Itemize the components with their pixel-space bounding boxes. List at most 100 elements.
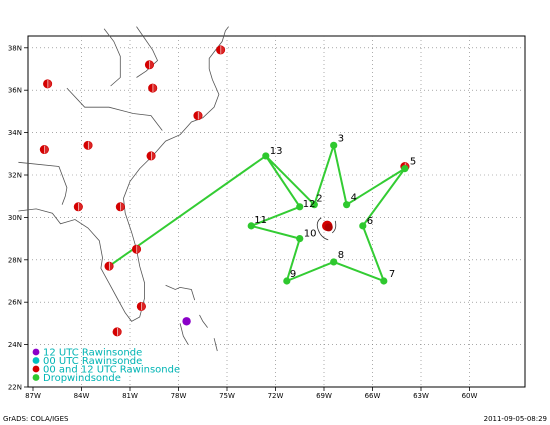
legend-label: 00 UTC Rawinsonde	[43, 356, 142, 367]
coast-line	[179, 323, 189, 345]
drop-number-label: 7	[389, 269, 395, 280]
lon-tick-label: 84W	[74, 392, 90, 400]
coast-line	[136, 26, 158, 78]
coast-line	[199, 314, 208, 328]
rawinsonde-marker-half	[83, 141, 88, 150]
drop-labels: 2 3 4 5 6 7 8 9 10 11 12 13	[254, 133, 416, 280]
lat-tick-label: 32N	[8, 172, 22, 180]
rawinsonde-marker-half	[151, 151, 156, 160]
legend-swatch	[32, 348, 40, 356]
footer-left: GrADS: COLA/IGES	[3, 415, 69, 423]
rawinsonde-marker-half	[141, 302, 146, 311]
lon-tick-label: 63W	[413, 392, 429, 400]
drop-number-label: 13	[270, 146, 283, 157]
lon-tick-label: 69W	[316, 392, 332, 400]
rawinsonde-marker-half	[74, 202, 79, 211]
dropwindsonde-point	[401, 165, 409, 173]
drop-number-label: 11	[254, 215, 267, 226]
rawinsonde-marker-half	[109, 262, 114, 271]
rawinsonde-marker-half	[132, 245, 137, 254]
lat-tick-label: 24N	[8, 341, 22, 349]
lat-tick-label: 34N	[8, 129, 22, 137]
drop-number-label: 2	[316, 194, 322, 205]
dropwindsonde-point	[247, 222, 255, 230]
storm-band	[316, 217, 329, 241]
rawinsonde-marker-half	[216, 45, 221, 55]
dropwindsonde-point	[283, 277, 291, 285]
drop-number-label: 9	[290, 269, 296, 280]
legend-label: Dropwindsonde	[43, 373, 121, 384]
dropwindsonde-point	[330, 258, 338, 266]
dropwindsonde-point	[296, 203, 304, 211]
rawinsonde-marker-half	[88, 141, 93, 150]
lon-tick-label: 87W	[25, 392, 41, 400]
lat-tick-label: 22N	[8, 384, 22, 392]
rawinsonde-sites	[39, 45, 410, 337]
rawinsonde-marker-half	[112, 327, 118, 337]
footer-right: 2011-09-05-08:29	[484, 415, 547, 423]
drop-number-label: 8	[338, 250, 344, 261]
rawinsonde-marker-half	[40, 145, 45, 154]
lon-tick-label: 78W	[171, 392, 187, 400]
lon-tick-label: 60W	[462, 392, 478, 400]
drop-number-label: 12	[303, 199, 316, 210]
lat-tick-label: 26N	[8, 299, 22, 307]
rawinsonde-marker-half	[193, 111, 198, 120]
coast-line	[66, 87, 163, 131]
rawinsonde-marker-half	[150, 60, 154, 69]
rawinsonde-marker-half	[137, 245, 142, 254]
rawinsonde-marker-half	[221, 45, 226, 54]
map-frame	[27, 35, 526, 388]
lat-tick-label: 30N	[8, 214, 22, 222]
lon-tick-label: 66W	[365, 392, 381, 400]
rawinsonde-marker-half	[145, 60, 150, 69]
coast-line	[213, 338, 218, 352]
lat-tick-label: 38N	[8, 44, 22, 52]
rawinsonde-marker-half	[104, 261, 109, 271]
rawinsonde-marker-half	[78, 202, 83, 211]
drop-number-label: 4	[351, 193, 357, 204]
drop-number-label: 5	[410, 157, 416, 168]
dropwindsonde-point	[310, 201, 318, 209]
rawinsonde-marker-half	[117, 327, 122, 336]
rawinsonde-marker-half	[198, 111, 203, 120]
drop-number-label: 6	[367, 216, 373, 227]
dropwindsonde-point	[343, 201, 351, 209]
rawinsonde-12utc-site	[182, 317, 191, 326]
coastline	[18, 26, 229, 352]
coast-line	[18, 161, 68, 205]
grid-lines	[28, 36, 525, 387]
dropwindsonde-point	[296, 235, 304, 243]
storm-band	[331, 220, 337, 234]
drop-number-label: 10	[304, 229, 317, 240]
rawinsonde-marker-half	[116, 202, 121, 211]
legend-swatch	[32, 357, 40, 364]
coast-line	[103, 28, 121, 87]
dropwindsonde-point	[330, 141, 338, 149]
storm-center	[316, 217, 337, 241]
lat-tick-label: 36N	[8, 87, 22, 95]
axis-ticks: 87W 84W 81W 78W 75W 72W 69W 66W 63W 60W 22N 24N 26N 2…	[8, 44, 478, 400]
legend-label: 12 UTC Rawinsonde	[43, 348, 142, 359]
rawinsonde-marker-half	[153, 84, 158, 93]
lon-tick-label: 72W	[268, 392, 284, 400]
rawinsonde-marker-half	[43, 79, 48, 89]
coast-line	[165, 284, 196, 301]
rawinsonde-marker-half	[137, 302, 142, 311]
rawinsonde-marker-half	[146, 151, 152, 161]
lat-tick-label: 28N	[8, 256, 22, 264]
dropwindsonde-points	[247, 141, 409, 285]
storm-center-core	[324, 223, 333, 232]
dropwindsonde-point	[359, 222, 367, 230]
rawinsonde-marker-half	[48, 79, 53, 88]
lon-tick-label: 75W	[219, 392, 235, 400]
rawinsonde-marker-half	[44, 145, 49, 154]
drop-number-label: 3	[338, 133, 344, 144]
rawinsonde-marker-half	[148, 83, 153, 93]
rawinsonde-marker-half	[120, 202, 125, 211]
dropwindsonde-point	[380, 277, 388, 285]
dropwindsonde-point	[262, 152, 270, 160]
legend-swatch	[32, 374, 40, 381]
